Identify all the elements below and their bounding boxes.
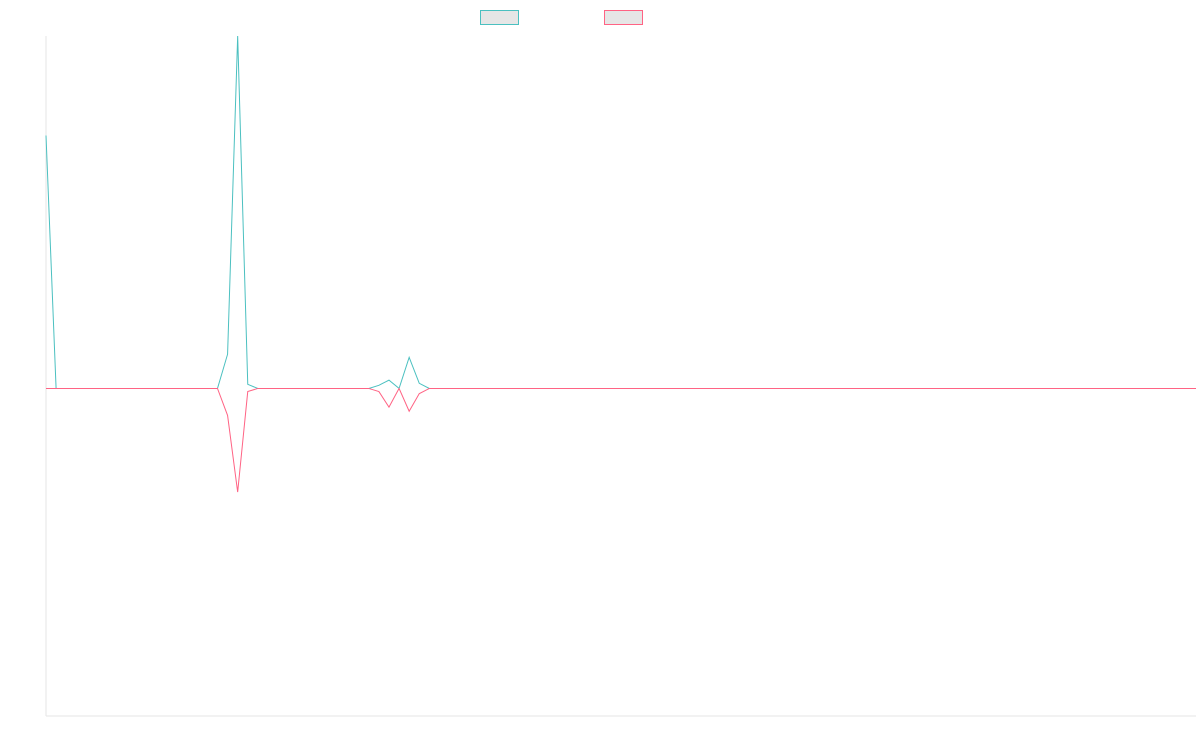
legend-swatch-series-a [480,10,519,26]
series-line-0 [45,35,1196,390]
legend-item-series-b[interactable] [604,9,653,27]
legend-swatch-series-b [604,10,643,26]
series-line-1 [46,387,1196,493]
legend [0,9,1200,27]
legend-item-series-a[interactable] [480,9,529,27]
